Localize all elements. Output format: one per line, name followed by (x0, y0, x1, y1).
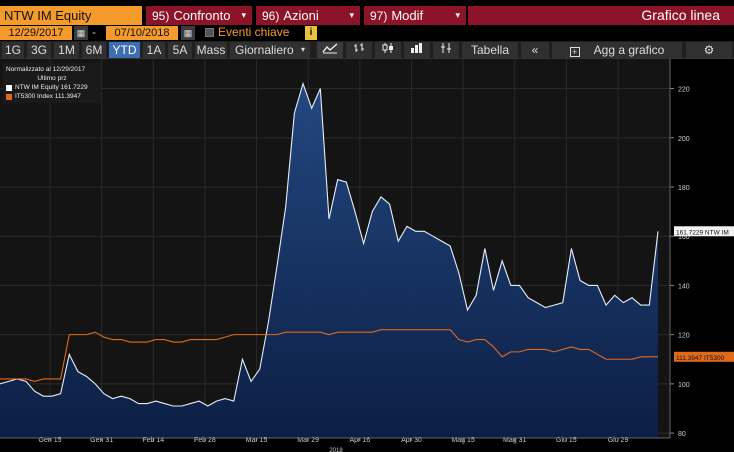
y-tick-label: 180 (678, 185, 690, 192)
chart-legend: Normalizzato al 12/29/2017 Ultimo prz NT… (3, 63, 101, 103)
chevron-down-icon: ▾ (455, 10, 460, 20)
y-tick-label: 200 (678, 136, 690, 143)
end-date-field[interactable]: 07/10/2018 (106, 26, 178, 40)
y-tick-label: 160 (678, 234, 690, 241)
confronto-menu[interactable]: 95) Confronto ▾ (146, 6, 252, 25)
series-line-ntw (0, 81, 659, 407)
x-tick-label: Giu 29 (608, 437, 629, 444)
legend-row-series2: IT5300 Index 111.3947 (6, 92, 98, 101)
x-tick-label: Apr 16 (350, 437, 371, 444)
table-button[interactable]: Tabella (462, 42, 518, 58)
modif-menu[interactable]: 97) Modif ▾ (364, 6, 466, 25)
legend-swatch (6, 93, 12, 100)
chevron-down-icon: ▾ (300, 45, 305, 54)
frequency-label: Giornaliero (235, 43, 294, 57)
toolbar: 1G 3G 1M 6M YTD 1A 5A Mass Giornaliero ▾… (0, 41, 734, 59)
key-events-label: Eventi chiave (218, 25, 290, 39)
period-1g[interactable]: 1G (2, 42, 24, 58)
chevron-down-icon: ▾ (241, 10, 246, 20)
add-to-chart-button[interactable]: + Agg a grafico (552, 42, 682, 58)
menu-number: 97) (370, 9, 388, 23)
y-tick-label: 100 (678, 382, 690, 389)
last-label-box (674, 351, 734, 362)
collapse-button[interactable]: « (521, 42, 549, 58)
legend-row-series1: NTW IM Equity 161.7229 (6, 83, 98, 92)
period-5a[interactable]: 5A (168, 42, 192, 58)
series-area-fill (0, 83, 658, 439)
calendar-icon[interactable]: ▦ (181, 26, 195, 40)
legend-last-price: Ultimo prz (37, 75, 67, 82)
period-6m[interactable]: 6M (82, 42, 106, 58)
azioni-menu[interactable]: 96) Azioni ▾ (256, 6, 360, 25)
y-tick-label: 120 (678, 333, 690, 340)
x-year-label: 2018 (329, 448, 343, 452)
legend-swatch (6, 84, 12, 91)
area-layer (0, 83, 658, 439)
x-tick-label: Mar 29 (297, 437, 319, 444)
x-axis: Gen 15 Gen 31 Feb 14 Feb 28 Mar 15 Mar 29 Apr … (0, 437, 670, 452)
menu-number: 95) (152, 9, 170, 23)
ohlc-bar-icon[interactable] (346, 42, 372, 58)
x-tick-label: Gen 31 (90, 437, 113, 444)
y-tick-label: 220 (678, 87, 690, 94)
period-3g[interactable]: 3G (27, 42, 51, 58)
hilo-bar-icon[interactable] (433, 42, 459, 58)
last-value-labels: 161.7229 NTW IM 111.3947 IT5300 (674, 226, 734, 362)
period-1m[interactable]: 1M (54, 42, 79, 58)
y-tick-label: 140 (678, 283, 690, 290)
menu-label: Modif (391, 8, 424, 23)
candlestick-icon[interactable] (375, 42, 401, 58)
y-tick-label: 80 (678, 431, 686, 438)
last-label-box (674, 226, 734, 237)
chevron-down-icon: ▾ (349, 10, 354, 20)
menu-label: Confronto (173, 8, 231, 23)
add-icon: + (569, 47, 580, 57)
calendar-icon[interactable]: ▦ (74, 26, 88, 40)
x-tick-label: Gen 15 (39, 437, 62, 444)
last-label-ntw: 161.7229 NTW IM (676, 229, 729, 236)
start-date-field[interactable]: 12/29/2017 (0, 26, 72, 40)
key-events-checkbox[interactable] (205, 28, 214, 37)
legend-series1-label: NTW IM Equity 161.7229 (15, 84, 88, 91)
x-tick-label: Feb 14 (142, 437, 164, 444)
frequency-dropdown[interactable]: Giornaliero ▾ (230, 42, 310, 58)
x-tick-label: Mag 15 (451, 437, 474, 444)
series-line-it5300 (0, 329, 658, 382)
date-separator: - (92, 25, 96, 39)
volume-bars-icon[interactable] (404, 42, 430, 58)
ticker-field[interactable]: NTW IM Equity (0, 6, 142, 25)
x-tick-label: Mag 31 (503, 437, 526, 444)
line-chart-icon[interactable] (317, 42, 343, 58)
x-tick-label: Apr 30 (401, 437, 422, 444)
legend-normalized: Normalizzato al 12/29/2017 (6, 66, 86, 73)
period-mass[interactable]: Mass (195, 42, 227, 58)
x-tick-label: Mar 15 (246, 437, 268, 444)
x-tick-label: Feb 28 (194, 437, 216, 444)
period-ytd[interactable]: YTD (109, 42, 140, 58)
header-bar: NTW IM Equity 95) Confronto ▾ 96) Azioni ▾… (0, 0, 734, 25)
x-tick-label: Giu 15 (556, 437, 577, 444)
chart-title: Grafico linea (468, 6, 734, 25)
line-layer (0, 81, 659, 407)
gear-icon[interactable]: ⚙ (686, 42, 732, 58)
info-icon[interactable]: i (305, 26, 317, 40)
y-axis: 80 100 120 140 160 180 200 220 (669, 59, 690, 438)
legend-series2-label: IT5300 Index 111.3947 (15, 93, 81, 100)
menu-label: Azioni (283, 8, 319, 23)
period-1a[interactable]: 1A (143, 42, 165, 58)
last-label-it5300: 111.3947 IT5300 (676, 355, 725, 362)
menu-number: 96) (262, 9, 280, 23)
add-label: Agg a grafico (593, 43, 665, 57)
date-range-bar: 12/29/2017 ▦ - 07/10/2018 ▦ Eventi chiav… (0, 25, 734, 41)
line-chart: 80 100 120 140 160 180 200 220 Gen 15 Gen 31 Feb … (0, 59, 734, 452)
